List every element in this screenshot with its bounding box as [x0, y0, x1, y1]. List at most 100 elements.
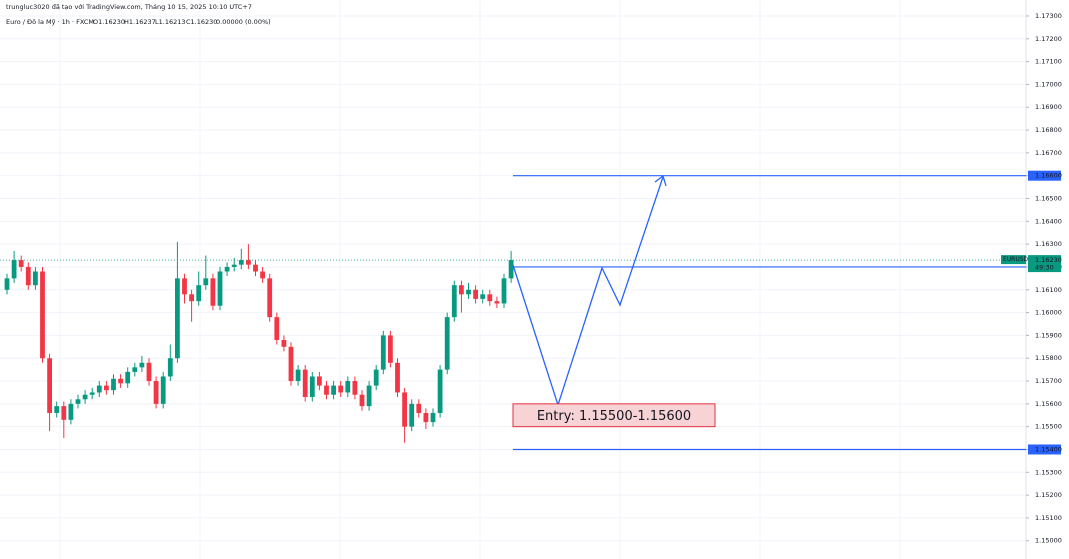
level-label: 1.15400	[1035, 445, 1062, 453]
y-tick-label: 1.15900	[1035, 331, 1062, 339]
ohlc-change: 0.00000 (0.00%)	[216, 18, 271, 26]
y-tick-label: 1.16800	[1035, 126, 1062, 134]
candle-body	[47, 358, 52, 413]
y-tick-label: 1.17200	[1035, 35, 1062, 43]
y-tick-label: 1.17300	[1035, 12, 1062, 20]
candle-body	[423, 412, 429, 423]
candle-body	[317, 376, 322, 386]
candle-body	[139, 362, 145, 368]
candle-body	[373, 369, 379, 386]
candle-body	[459, 285, 464, 295]
candle-body	[473, 289, 478, 299]
candle-body	[402, 392, 407, 427]
candle-body	[416, 403, 422, 413]
candle-body	[203, 278, 209, 286]
candle-body	[295, 369, 301, 382]
candle-body	[111, 378, 116, 391]
candle-body	[302, 369, 308, 398]
y-tick-label: 1.15500	[1035, 423, 1062, 431]
candle-body	[480, 294, 486, 299]
candle-body	[437, 369, 443, 413]
candle-body	[395, 362, 400, 393]
projection-path	[512, 176, 664, 408]
candle-body	[288, 346, 294, 382]
candle-body	[466, 289, 471, 295]
candle-body	[182, 278, 187, 295]
candle-body	[331, 385, 336, 395]
y-tick-label: 1.16300	[1035, 240, 1062, 248]
candle-body	[451, 285, 457, 318]
candle-body	[487, 294, 493, 302]
level-label: 1.16600	[1035, 172, 1062, 180]
price-axis: 1.15000 1.15100 1.15200 1.15300 1.15400 1.155…	[1001, 12, 1062, 545]
y-tick-label: 1.16400	[1035, 217, 1062, 225]
entry: Entry: 1.15500-1.15600	[512, 403, 716, 428]
candle-body	[508, 260, 514, 279]
candle-body	[309, 376, 315, 398]
level-label-box	[1028, 444, 1061, 455]
y-tick-label: 1.17100	[1035, 58, 1062, 66]
candle-body	[430, 412, 436, 423]
candle-body	[231, 264, 237, 267]
candle-body	[153, 381, 159, 404]
candle-body	[359, 394, 365, 407]
candle-body	[281, 339, 287, 347]
candle-body	[196, 285, 202, 302]
candle-body	[40, 271, 45, 359]
candle-body	[267, 278, 273, 318]
y-tick-label: 1.15000	[1035, 537, 1062, 545]
candle-body	[246, 260, 251, 265]
level-label-box	[1028, 170, 1061, 181]
candle-body	[118, 378, 123, 384]
entry-label: Entry: 1.15500-1.15600	[537, 409, 691, 424]
candle-body	[125, 371, 131, 384]
candle-body	[33, 271, 38, 286]
candle-body	[444, 317, 450, 370]
y-tick-label: 1.15700	[1035, 377, 1062, 385]
y-tick-label: 1.16100	[1035, 286, 1062, 294]
y-tick-label: 1.16500	[1035, 195, 1062, 203]
candle-body	[338, 385, 344, 393]
candle-body	[75, 399, 81, 404]
header: trungluc3020 đã tạo với TradingView.com,…	[6, 3, 252, 11]
ohlc-open: O1.16230	[93, 18, 125, 26]
symbol-label: EURUSD	[1003, 256, 1029, 263]
y-tick-label: 1.16900	[1035, 103, 1062, 111]
entry-zone	[512, 403, 716, 428]
candle-body	[82, 394, 88, 400]
projection-arrowhead	[654, 174, 667, 187]
candle-body	[189, 294, 194, 302]
candle-body	[274, 317, 280, 340]
candle-body	[380, 335, 386, 370]
candle-body	[167, 358, 173, 377]
candles	[4, 241, 514, 443]
candle-body	[25, 266, 31, 286]
candle-body	[224, 266, 230, 272]
last-price-box	[1028, 255, 1061, 273]
candle-body	[217, 271, 223, 306]
countdown: 49:30	[1035, 264, 1054, 272]
y-tick-label: 1.15200	[1035, 491, 1062, 499]
last-price-label: 1.16230	[1035, 256, 1062, 264]
y-tick-label: 1.15600	[1035, 400, 1062, 408]
candle-body	[54, 406, 60, 413]
candle-body	[409, 403, 415, 427]
candle-body	[68, 403, 74, 420]
candle-body	[366, 385, 372, 407]
symbol-box	[1001, 255, 1026, 265]
candle-body	[210, 278, 216, 306]
candle-body	[352, 381, 358, 395]
y-tick-label: 1.15300	[1035, 468, 1062, 476]
candle-body	[18, 260, 24, 267]
candle-body	[345, 381, 351, 393]
vertical-grid	[59, 0, 901, 559]
ohlc-low: L1.16213	[155, 18, 186, 26]
y-tick-label: 1.15100	[1035, 514, 1062, 522]
y-tick-label: 1.16700	[1035, 149, 1062, 157]
candle-body	[89, 392, 95, 395]
candle-body	[324, 385, 329, 395]
candle-body	[104, 385, 109, 391]
ohlc-high: H1.16237	[124, 18, 156, 26]
